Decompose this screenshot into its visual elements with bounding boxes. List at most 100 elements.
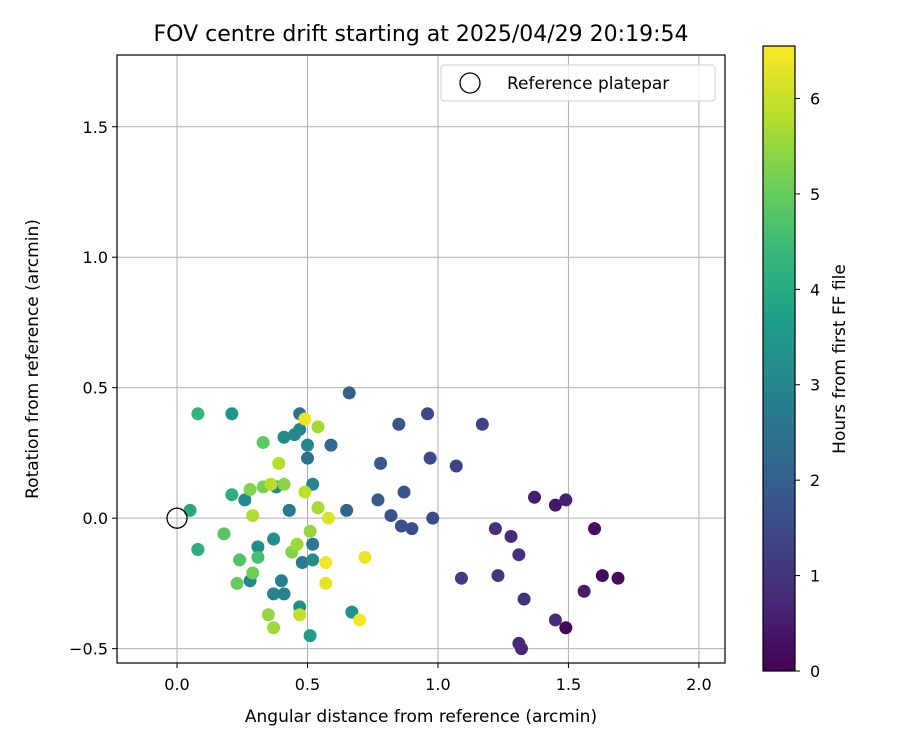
data-point [488,522,502,536]
y-axis-ticks: −0.5 0.0 0.5 1.0 1.5 [69,118,117,659]
data-point [548,498,562,512]
data-point [295,556,309,570]
data-point [392,417,406,431]
x-tick-label: 0.5 [295,675,320,694]
data-point [559,493,573,507]
data-point [340,503,354,517]
data-point [300,451,314,465]
data-point [319,576,333,590]
scatter-points [183,386,625,656]
data-point [517,592,531,606]
data-point [225,407,239,421]
data-point [374,456,388,470]
data-point [264,477,278,491]
x-axis-ticks: 0.0 0.5 1.0 1.5 2.0 [164,663,712,694]
legend-reference-marker [459,72,481,94]
data-point [548,613,562,627]
data-point [426,511,440,525]
data-point [595,569,609,583]
data-point [293,608,307,622]
chart-title: FOV centre drift starting at 2025/04/29 … [154,22,689,47]
y-tick-label: 0.5 [83,379,108,398]
data-point [303,524,317,538]
colorbar: 0 1 2 3 4 5 6 Hours from first FF file [762,45,850,681]
x-tick-label: 0.0 [164,675,189,694]
data-point [421,407,435,421]
colorbar-gradient [762,45,796,672]
data-point [512,636,526,650]
colorbar-tick-label: 6 [810,89,820,108]
data-point [274,574,288,588]
data-point [217,527,231,541]
plot-area [116,54,726,664]
data-point [342,386,356,400]
y-tick-label: 1.5 [83,118,108,137]
data-point [191,407,205,421]
data-point [306,553,320,567]
data-point [267,532,281,546]
colorbar-ticks: 0 1 2 3 4 5 6 [795,89,820,681]
data-point [311,420,325,434]
data-point [267,621,281,635]
data-point [230,576,244,590]
data-point [384,509,398,523]
x-tick-label: 1.0 [425,675,450,694]
data-point [512,548,526,562]
colorbar-tick-label: 5 [810,185,820,204]
data-point [300,438,314,452]
data-point [397,485,411,499]
data-point [272,456,286,470]
data-point [405,522,419,536]
y-tick-label: −0.5 [69,640,108,659]
data-point [256,436,270,450]
data-point [491,569,505,583]
colorbar-tick-label: 4 [810,280,820,299]
grid-lines [117,55,725,663]
data-point [504,529,518,543]
colorbar-label: Hours from first FF file [830,264,850,454]
data-point [246,566,260,580]
data-point [449,459,463,473]
data-point [321,511,335,525]
data-point [282,503,296,517]
data-point [324,438,338,452]
data-point [277,430,291,444]
data-point [306,537,320,551]
y-axis-label: Rotation from reference (arcmin) [23,219,43,499]
data-point [191,542,205,556]
data-point [577,584,591,598]
data-point [251,540,265,554]
x-tick-label: 1.5 [556,675,581,694]
data-point [371,493,385,507]
data-point [358,550,372,564]
data-point [559,621,573,635]
data-point [233,553,247,567]
data-point [311,501,325,515]
y-tick-label: 1.0 [83,248,108,267]
data-point [277,477,291,491]
colorbar-tick-label: 1 [810,567,820,586]
data-point [319,556,333,570]
data-point [423,451,437,465]
reference-marker-layer [166,507,188,529]
data-point [261,608,275,622]
data-point [611,571,625,585]
data-point [243,482,257,496]
data-point [246,509,260,523]
data-point [528,490,542,504]
colorbar-tick-label: 3 [810,376,820,395]
data-point [298,412,312,426]
data-point [475,417,489,431]
data-point [454,571,468,585]
data-point [225,488,239,502]
data-point [251,550,265,564]
plot-background [117,55,725,663]
data-point [290,537,304,551]
data-point [277,587,291,601]
data-point [303,629,317,643]
x-tick-label: 2.0 [686,675,711,694]
data-point [588,522,602,536]
y-tick-label: 0.0 [83,509,108,528]
data-point [298,485,312,499]
